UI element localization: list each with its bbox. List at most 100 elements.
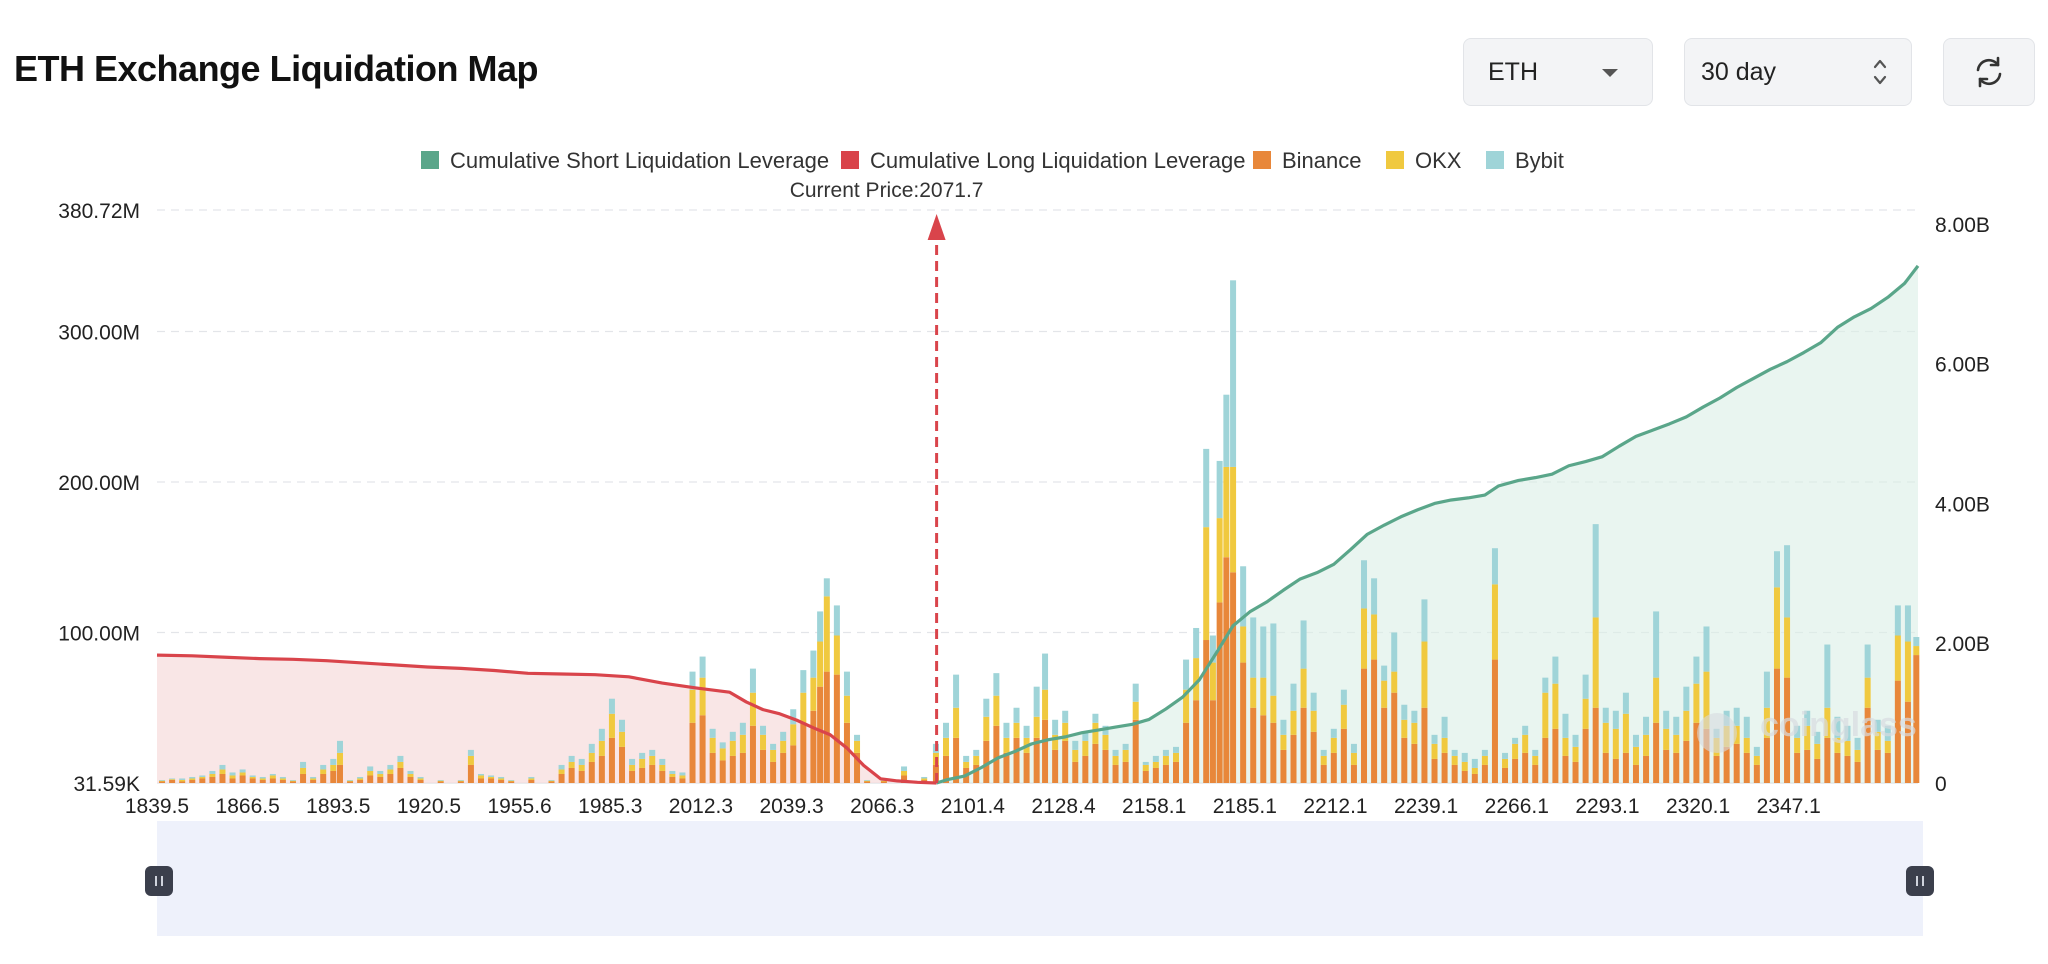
bar-segment-okx bbox=[1471, 767, 1478, 774]
bar-segment-bybit bbox=[833, 605, 840, 636]
bar-segment-binance bbox=[1733, 743, 1740, 783]
chart-legend[interactable]: Cumulative Short Liquidation Leverage Cum… bbox=[421, 148, 1564, 173]
bar-segment-okx bbox=[679, 775, 686, 779]
refresh-button[interactable] bbox=[1943, 38, 2035, 106]
bar-segment-binance bbox=[568, 767, 575, 783]
bar-segment-okx bbox=[760, 734, 767, 750]
bar-segment-okx bbox=[817, 641, 824, 687]
bar-segment-binance bbox=[1673, 752, 1680, 783]
bar-segment-bybit bbox=[1834, 716, 1841, 738]
coin-select[interactable]: ETH bbox=[1463, 38, 1653, 106]
bar-segment-binance bbox=[330, 770, 337, 783]
bar-segment-binance bbox=[1773, 668, 1780, 783]
legend-item[interactable]: Cumulative Long Liquidation Leverage bbox=[841, 148, 1245, 173]
bar-segment-binance bbox=[993, 725, 1000, 783]
bar-segment-bybit bbox=[1300, 620, 1307, 669]
bar-segment-binance bbox=[169, 779, 176, 783]
zoom-handle-left[interactable] bbox=[145, 866, 173, 896]
bar-segment-bybit bbox=[598, 728, 605, 741]
bar-segment-bybit bbox=[1203, 448, 1210, 528]
legend-swatch bbox=[1386, 151, 1404, 169]
x-tick-label: 1985.3 bbox=[578, 795, 642, 818]
bar-segment-binance bbox=[1062, 740, 1069, 783]
bar-segment-okx bbox=[1441, 737, 1448, 753]
bar-segment-bybit bbox=[689, 671, 696, 690]
bar-segment-okx bbox=[558, 769, 565, 774]
bar-segment-okx bbox=[659, 764, 666, 771]
bar-segment-okx bbox=[1592, 617, 1599, 708]
bar-segment-bybit bbox=[1753, 746, 1760, 756]
bar-segment-bybit bbox=[1092, 713, 1099, 723]
zoom-slider-track[interactable] bbox=[157, 821, 1923, 936]
legend-label: OKX bbox=[1415, 148, 1462, 173]
bar-segment-bybit bbox=[1193, 627, 1200, 659]
bar-segment-bybit bbox=[1013, 707, 1020, 723]
bar-segment-okx bbox=[1250, 677, 1257, 708]
bar-segment-binance bbox=[1223, 557, 1230, 783]
bar-segment-bybit bbox=[367, 766, 374, 771]
bar-segment-binance bbox=[833, 674, 840, 783]
bar-segment-okx bbox=[1653, 677, 1660, 723]
bar-segment-binance bbox=[1391, 692, 1398, 783]
bar-segment-okx bbox=[1804, 725, 1811, 750]
legend-item[interactable]: Binance bbox=[1253, 148, 1362, 173]
bar-segment-bybit bbox=[239, 769, 246, 773]
bar-segment-okx bbox=[1784, 617, 1791, 678]
bar-segment-binance bbox=[209, 776, 216, 783]
bar-segment-binance bbox=[1864, 707, 1871, 783]
bar-segment-okx bbox=[1350, 752, 1357, 765]
bar-segment-binance bbox=[1330, 752, 1337, 783]
legend-item[interactable]: OKX bbox=[1386, 148, 1462, 173]
bar-segment-bybit bbox=[709, 728, 716, 738]
bar-segment-okx bbox=[377, 773, 384, 777]
bar-segment-okx bbox=[1703, 671, 1710, 729]
bar-segment-okx bbox=[1461, 761, 1468, 771]
legend-item[interactable]: Bybit bbox=[1486, 148, 1564, 173]
bar-segment-okx bbox=[508, 780, 515, 782]
legend-item[interactable]: Cumulative Short Liquidation Leverage bbox=[421, 148, 829, 173]
bar-segment-okx bbox=[259, 778, 266, 780]
bar-segment-binance bbox=[1209, 700, 1216, 783]
bar-segment-bybit bbox=[649, 749, 656, 756]
bar-segment-binance bbox=[249, 778, 256, 783]
bar-segment-bybit bbox=[1421, 599, 1428, 642]
bar-segment-binance bbox=[1804, 749, 1811, 783]
bar-segment-binance bbox=[1693, 722, 1700, 783]
bar-segment-binance bbox=[1072, 761, 1079, 783]
bar-segment-bybit bbox=[1632, 734, 1639, 747]
bar-segment-okx bbox=[1693, 683, 1700, 723]
bar-segment-binance bbox=[854, 752, 861, 783]
bar-segment-binance bbox=[1300, 707, 1307, 783]
bar-segment-okx bbox=[1451, 755, 1458, 765]
bar-segment-binance bbox=[239, 775, 246, 783]
bar-segment-okx bbox=[1033, 716, 1040, 738]
bar-segment-bybit bbox=[300, 761, 307, 768]
range-select[interactable]: 30 day bbox=[1684, 38, 1912, 106]
bar-segment-bybit bbox=[387, 764, 394, 770]
bar-segment-bybit bbox=[1003, 722, 1010, 738]
bar-segment-binance bbox=[901, 775, 908, 783]
bar-segment-binance bbox=[1260, 715, 1267, 783]
liquidation-chart: Current Price:2071.7 380.72M 300.00M 200.0… bbox=[58, 148, 1990, 818]
bar-segment-bybit bbox=[608, 698, 615, 714]
bar-segment-okx bbox=[1260, 677, 1267, 716]
bar-segment-binance bbox=[1142, 770, 1149, 783]
bar-segment-bybit bbox=[1572, 734, 1579, 747]
bar-segment-okx bbox=[1794, 737, 1801, 753]
bar-segment-bybit bbox=[1391, 632, 1398, 672]
bar-segment-okx bbox=[397, 761, 404, 768]
bar-segment-bybit bbox=[1280, 719, 1287, 735]
refresh-icon bbox=[1976, 56, 2002, 88]
bar-segment-okx bbox=[1773, 587, 1780, 669]
bar-segment-binance bbox=[1270, 722, 1277, 783]
bar-segment-binance bbox=[1172, 761, 1179, 783]
bar-segment-bybit bbox=[1361, 560, 1368, 609]
bar-segment-okx bbox=[1361, 608, 1368, 669]
bar-segment-okx bbox=[1844, 740, 1851, 756]
bar-segment-binance bbox=[508, 781, 515, 783]
x-tick-label: 2128.4 bbox=[1031, 795, 1096, 818]
zoom-handle-right[interactable] bbox=[1906, 866, 1934, 896]
bar-segment-bybit bbox=[1532, 749, 1539, 756]
bar-segment-bybit bbox=[1230, 280, 1237, 467]
bar-segment-bybit bbox=[1612, 710, 1619, 729]
